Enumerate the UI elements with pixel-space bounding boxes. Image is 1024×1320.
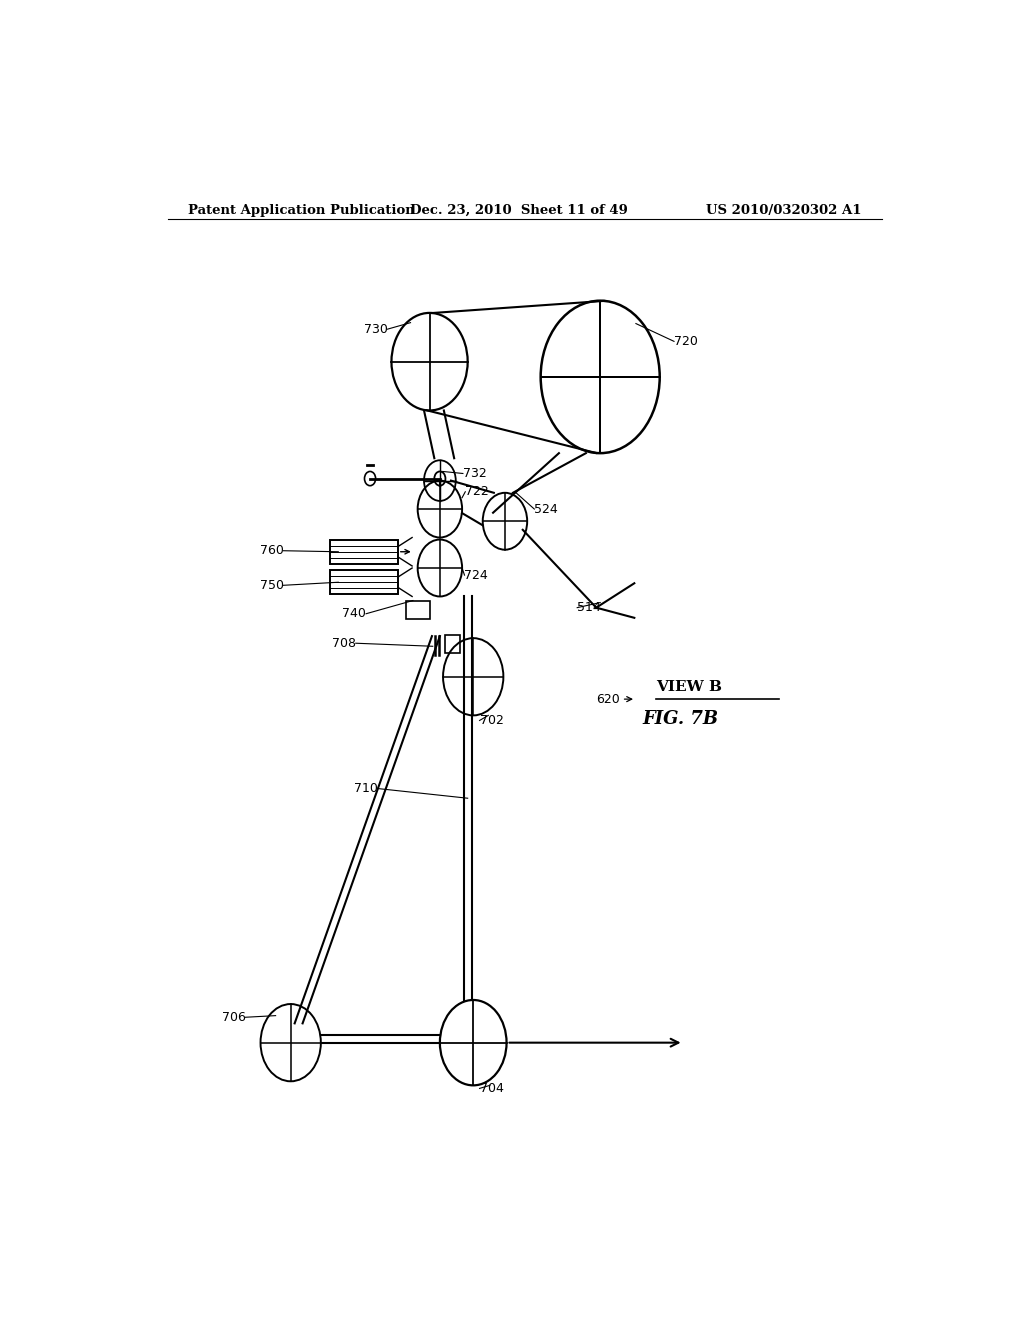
Text: 760: 760 (260, 544, 284, 557)
Bar (331, 570, 398, 594)
Text: 708: 708 (332, 636, 355, 649)
Text: US 2010/0320302 A1: US 2010/0320302 A1 (706, 205, 861, 216)
Text: 704: 704 (479, 1082, 504, 1094)
Text: 720: 720 (674, 335, 698, 348)
Text: Patent Application Publication: Patent Application Publication (187, 205, 415, 216)
Text: 524: 524 (535, 503, 558, 516)
Text: 706: 706 (221, 1011, 246, 1024)
Text: 724: 724 (465, 569, 488, 582)
Text: 740: 740 (342, 607, 367, 620)
Text: Dec. 23, 2010  Sheet 11 of 49: Dec. 23, 2010 Sheet 11 of 49 (410, 205, 628, 216)
Text: 730: 730 (364, 322, 387, 335)
Bar (331, 540, 398, 564)
Text: 620: 620 (596, 693, 620, 706)
Text: 750: 750 (259, 578, 284, 591)
Text: 702: 702 (479, 714, 504, 727)
Text: VIEW B: VIEW B (655, 680, 722, 694)
Text: 722: 722 (465, 486, 489, 498)
Text: 514: 514 (578, 601, 601, 614)
Bar (445, 635, 460, 653)
Text: 710: 710 (354, 781, 378, 795)
Text: 732: 732 (463, 467, 486, 480)
Text: FIG. 7B: FIG. 7B (642, 710, 719, 729)
Bar (406, 601, 430, 619)
